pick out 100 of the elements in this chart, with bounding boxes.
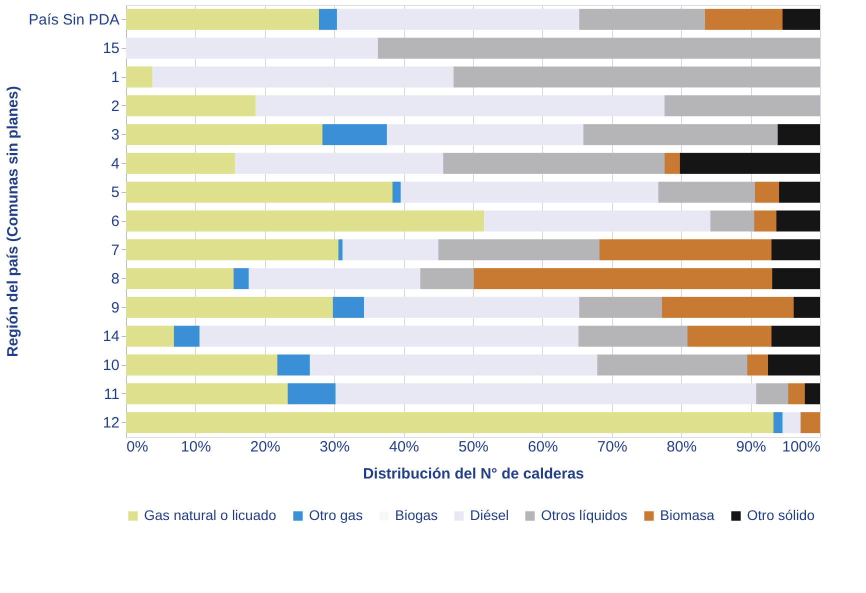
- bar: [474, 268, 772, 290]
- bar: [126, 268, 234, 290]
- bar: [443, 152, 665, 174]
- bar: [800, 412, 820, 434]
- bar: [664, 152, 680, 174]
- legend-label: Gas natural o licuado: [144, 507, 277, 523]
- y-tick-label: 2: [111, 98, 120, 115]
- x-tick-label: 100%: [782, 438, 820, 456]
- x-tick-label: 60%: [528, 438, 558, 456]
- bar: [747, 354, 768, 376]
- bar: [754, 182, 780, 203]
- bar: [126, 124, 322, 146]
- bar: [804, 383, 820, 404]
- y-tick-label: 1: [111, 69, 120, 86]
- bar: [578, 326, 688, 347]
- bar: [772, 268, 820, 290]
- bar: [248, 268, 420, 290]
- bar: [599, 239, 772, 260]
- bar: [392, 182, 401, 203]
- bar: [776, 210, 820, 232]
- bar: [484, 210, 710, 232]
- bar: [126, 95, 256, 116]
- bar: [336, 8, 580, 30]
- bar: [680, 152, 820, 174]
- bar: [438, 239, 600, 260]
- bar: [126, 354, 278, 376]
- x-tick-label: 40%: [389, 438, 420, 456]
- y-tick-label: 7: [111, 242, 120, 259]
- bar: [126, 239, 338, 260]
- bar: [332, 296, 364, 318]
- bar: [310, 354, 598, 376]
- bar: [420, 268, 474, 290]
- bar: [126, 412, 774, 434]
- bar: [342, 239, 438, 260]
- bar: [782, 8, 820, 30]
- bar: [338, 239, 343, 260]
- bar: [756, 383, 788, 404]
- bar: [322, 124, 387, 146]
- bar: [336, 383, 756, 404]
- bar: [579, 296, 662, 318]
- legend-label: Diésel: [470, 507, 509, 523]
- bar: [126, 326, 174, 347]
- bar: [400, 182, 658, 203]
- bar: [754, 210, 776, 232]
- legend-label: Otro gas: [309, 507, 363, 523]
- y-tick-label: 8: [111, 270, 120, 288]
- x-tick-label: 30%: [320, 438, 350, 456]
- bar: [710, 210, 754, 232]
- bar: [200, 326, 578, 347]
- y-tick-label: 15: [102, 40, 120, 58]
- bar: [318, 8, 337, 30]
- bar: [662, 296, 794, 318]
- bar: [774, 412, 783, 434]
- bar: [126, 210, 484, 232]
- legend-label: Biomasa: [660, 507, 715, 523]
- bar: [704, 8, 783, 30]
- x-axis-title: Distribución del N° de calderas: [362, 466, 584, 482]
- bar: [664, 95, 820, 116]
- bar: [771, 239, 820, 260]
- bar: [174, 326, 200, 347]
- y-tick-label: 14: [102, 328, 120, 346]
- bar: [794, 296, 820, 318]
- bar: [583, 124, 778, 146]
- y-tick-label: 11: [104, 386, 120, 403]
- x-tick-label: 80%: [666, 438, 697, 456]
- x-tick-label: 70%: [597, 438, 628, 456]
- bar: [782, 412, 801, 434]
- y-tick-label: 6: [111, 213, 120, 230]
- bar: [126, 182, 392, 203]
- bar: [126, 8, 319, 30]
- x-tick-label: 10%: [180, 438, 211, 456]
- y-tick-label: 9: [111, 299, 120, 316]
- bar: [364, 296, 580, 318]
- y-tick-label: 4: [111, 155, 120, 172]
- y-tick-label: 12: [102, 414, 120, 432]
- bar: [788, 383, 805, 404]
- y-tick-label: País Sin PDA: [28, 11, 120, 28]
- legend-label: Otro sólido: [747, 507, 815, 523]
- bar: [234, 268, 249, 290]
- bar: [126, 383, 288, 404]
- bar: [778, 124, 820, 146]
- bar: [771, 326, 820, 347]
- bar: [687, 326, 772, 347]
- y-tick-label: 5: [111, 184, 120, 202]
- bar: [234, 152, 444, 174]
- bar: [126, 66, 152, 88]
- x-tick-label: 50%: [458, 438, 489, 456]
- bar: [386, 124, 584, 146]
- x-tick-label: 90%: [736, 438, 766, 456]
- bar: [597, 354, 748, 376]
- x-tick-label: 20%: [250, 438, 280, 456]
- bar: [126, 152, 235, 174]
- bar: [126, 38, 378, 59]
- x-tick-label: 0%: [126, 438, 148, 456]
- bar: [126, 296, 333, 318]
- y-tick-label: 3: [111, 126, 120, 144]
- bar: [256, 95, 665, 116]
- bar: [378, 38, 820, 59]
- bar: [288, 383, 336, 404]
- legend-label: Biogas: [395, 507, 438, 523]
